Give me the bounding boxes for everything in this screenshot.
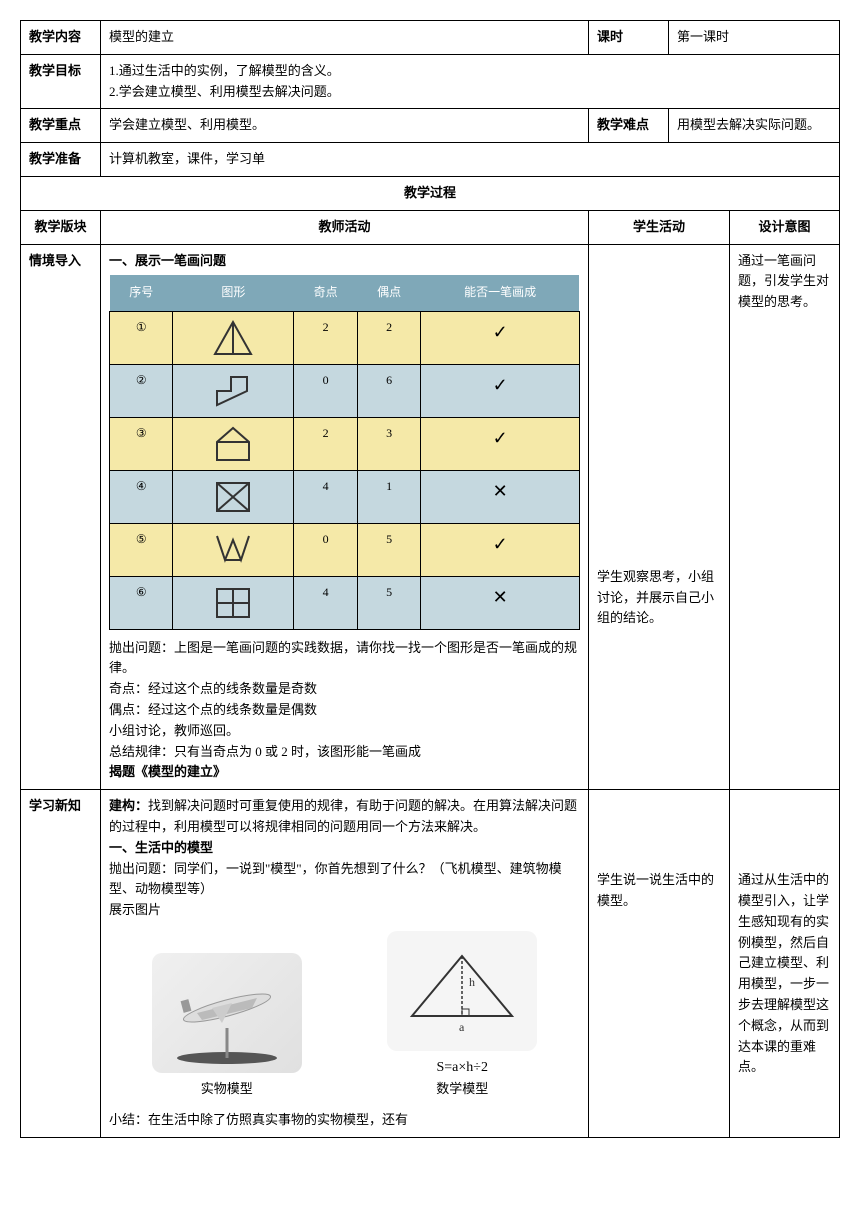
row-ok: ✓ bbox=[421, 523, 580, 576]
section2-summary: 小结：在生活中除了仿照真实事物的实物模型，还有 bbox=[109, 1110, 580, 1131]
section-header: 教学版块 bbox=[21, 210, 101, 244]
stroke-table: 序号 图形 奇点 偶点 能否一笔画成 ①22✓②06✓③23✓④41✕⑤05✓⑥… bbox=[109, 275, 580, 629]
stroke-row: ④ 41✕ bbox=[110, 470, 580, 523]
row-even: 6 bbox=[357, 364, 420, 417]
section1-body: 抛出问题：上图是一笔画问题的实践数据，请你找一找一个图形是否一笔画成的规律。 奇… bbox=[109, 638, 580, 763]
section1-teacher: 一、展示一笔画问题 序号 图形 奇点 偶点 能否一笔画成 ①22✓②06✓③23… bbox=[101, 244, 589, 790]
row-num: ② bbox=[110, 364, 173, 417]
row-odd: 4 bbox=[294, 470, 357, 523]
row-even: 3 bbox=[357, 417, 420, 470]
row-ok: ✕ bbox=[421, 470, 580, 523]
lesson-table: 教学内容 模型的建立 课时 第一课时 教学目标 1.通过生活中的实例，了解模型的… bbox=[20, 20, 840, 1138]
section2-sub1-title: 一、生活中的模型 bbox=[109, 838, 580, 859]
section2-teacher: 建构：找到解决问题时可重复使用的规律，有助于问题的解决。在用算法解决问题的过程中… bbox=[101, 790, 589, 1138]
row-ok: ✓ bbox=[421, 311, 580, 364]
model1-caption: 实物模型 bbox=[152, 1079, 302, 1100]
th-odd: 奇点 bbox=[294, 275, 357, 311]
lesson-plan-page: 教学内容 模型的建立 课时 第一课时 教学目标 1.通过生活中的实例，了解模型的… bbox=[20, 20, 840, 1138]
model-math: h a S=a×h÷2 数学模型 bbox=[387, 931, 537, 1100]
row-even: 1 bbox=[357, 470, 420, 523]
models-row: 实物模型 h a S=a×h÷2 数学模型 bbox=[109, 931, 580, 1100]
period-value: 第一课时 bbox=[668, 21, 839, 55]
section2-sub1-body: 抛出问题：同学们，一说到"模型"，你首先想到了什么？（飞机模型、建筑物模型、动物… bbox=[109, 859, 580, 921]
stroke-row: ①22✓ bbox=[110, 311, 580, 364]
goal-label: 教学目标 bbox=[21, 54, 101, 109]
difficulty-label: 教学难点 bbox=[588, 109, 668, 143]
construct-label: 建构： bbox=[109, 798, 148, 813]
content-value: 模型的建立 bbox=[101, 21, 589, 55]
row-num: ⑥ bbox=[110, 576, 173, 629]
row-odd: 2 bbox=[294, 417, 357, 470]
th-even: 偶点 bbox=[357, 275, 420, 311]
row-num: ④ bbox=[110, 470, 173, 523]
row-shape bbox=[173, 576, 294, 629]
student-header: 学生活动 bbox=[588, 210, 729, 244]
row-shape bbox=[173, 311, 294, 364]
svg-text:h: h bbox=[469, 975, 475, 989]
svg-text:a: a bbox=[459, 1020, 465, 1034]
model2-caption: 数学模型 bbox=[387, 1079, 537, 1100]
row-shape bbox=[173, 417, 294, 470]
focus-value: 学会建立模型、利用模型。 bbox=[101, 109, 589, 143]
row-ok: ✓ bbox=[421, 364, 580, 417]
stroke-row: ⑤ 05✓ bbox=[110, 523, 580, 576]
triangle-model-image: h a bbox=[387, 931, 537, 1051]
stroke-header-row: 序号 图形 奇点 偶点 能否一笔画成 bbox=[110, 275, 580, 311]
row-shape bbox=[173, 523, 294, 576]
row-odd: 2 bbox=[294, 311, 357, 364]
th-ok: 能否一笔画成 bbox=[421, 275, 580, 311]
stroke-row: ③ 23✓ bbox=[110, 417, 580, 470]
focus-label: 教学重点 bbox=[21, 109, 101, 143]
stroke-row: ② 06✓ bbox=[110, 364, 580, 417]
prep-label: 教学准备 bbox=[21, 143, 101, 177]
period-label: 课时 bbox=[588, 21, 668, 55]
difficulty-value: 用模型去解决实际问题。 bbox=[668, 109, 839, 143]
section1-reveal: 揭题《模型的建立》 bbox=[109, 762, 580, 783]
prep-value: 计算机教室，课件，学习单 bbox=[101, 143, 840, 177]
design-header: 设计意图 bbox=[730, 210, 840, 244]
process-label: 教学过程 bbox=[21, 176, 840, 210]
row-odd: 4 bbox=[294, 576, 357, 629]
section1-design: 通过一笔画问题，引发学生对模型的思考。 bbox=[730, 244, 840, 790]
row-num: ⑤ bbox=[110, 523, 173, 576]
model2-formula: S=a×h÷2 bbox=[387, 1057, 537, 1079]
teacher-header: 教师活动 bbox=[101, 210, 589, 244]
content-label: 教学内容 bbox=[21, 21, 101, 55]
row-odd: 0 bbox=[294, 364, 357, 417]
section2-student: 学生说一说生活中的模型。 bbox=[588, 790, 729, 1138]
th-num: 序号 bbox=[110, 275, 173, 311]
plane-model-image bbox=[152, 953, 302, 1073]
section2-name: 学习新知 bbox=[21, 790, 101, 1138]
section1-student: 学生观察思考，小组讨论，并展示自己小组的结论。 bbox=[588, 244, 729, 790]
row-even: 5 bbox=[357, 576, 420, 629]
row-num: ③ bbox=[110, 417, 173, 470]
goal-value: 1.通过生活中的实例，了解模型的含义。 2.学会建立模型、利用模型去解决问题。 bbox=[101, 54, 840, 109]
row-even: 5 bbox=[357, 523, 420, 576]
section2-design: 通过从生活中的模型引入，让学生感知现有的实例模型，然后自己建立模型、利用模型，一… bbox=[730, 790, 840, 1138]
stroke-row: ⑥ 45✕ bbox=[110, 576, 580, 629]
row-num: ① bbox=[110, 311, 173, 364]
row-ok: ✓ bbox=[421, 417, 580, 470]
row-even: 2 bbox=[357, 311, 420, 364]
section1-name: 情境导入 bbox=[21, 244, 101, 790]
section2-construct: 建构：找到解决问题时可重复使用的规律，有助于问题的解决。在用算法解决问题的过程中… bbox=[109, 796, 580, 838]
model-physical: 实物模型 bbox=[152, 953, 302, 1100]
section1-intro: 一、展示一笔画问题 bbox=[109, 251, 580, 272]
construct-body: 找到解决问题时可重复使用的规律，有助于问题的解决。在用算法解决问题的过程中，利用… bbox=[109, 798, 577, 834]
row-shape bbox=[173, 364, 294, 417]
row-odd: 0 bbox=[294, 523, 357, 576]
row-ok: ✕ bbox=[421, 576, 580, 629]
th-shape: 图形 bbox=[173, 275, 294, 311]
row-shape bbox=[173, 470, 294, 523]
